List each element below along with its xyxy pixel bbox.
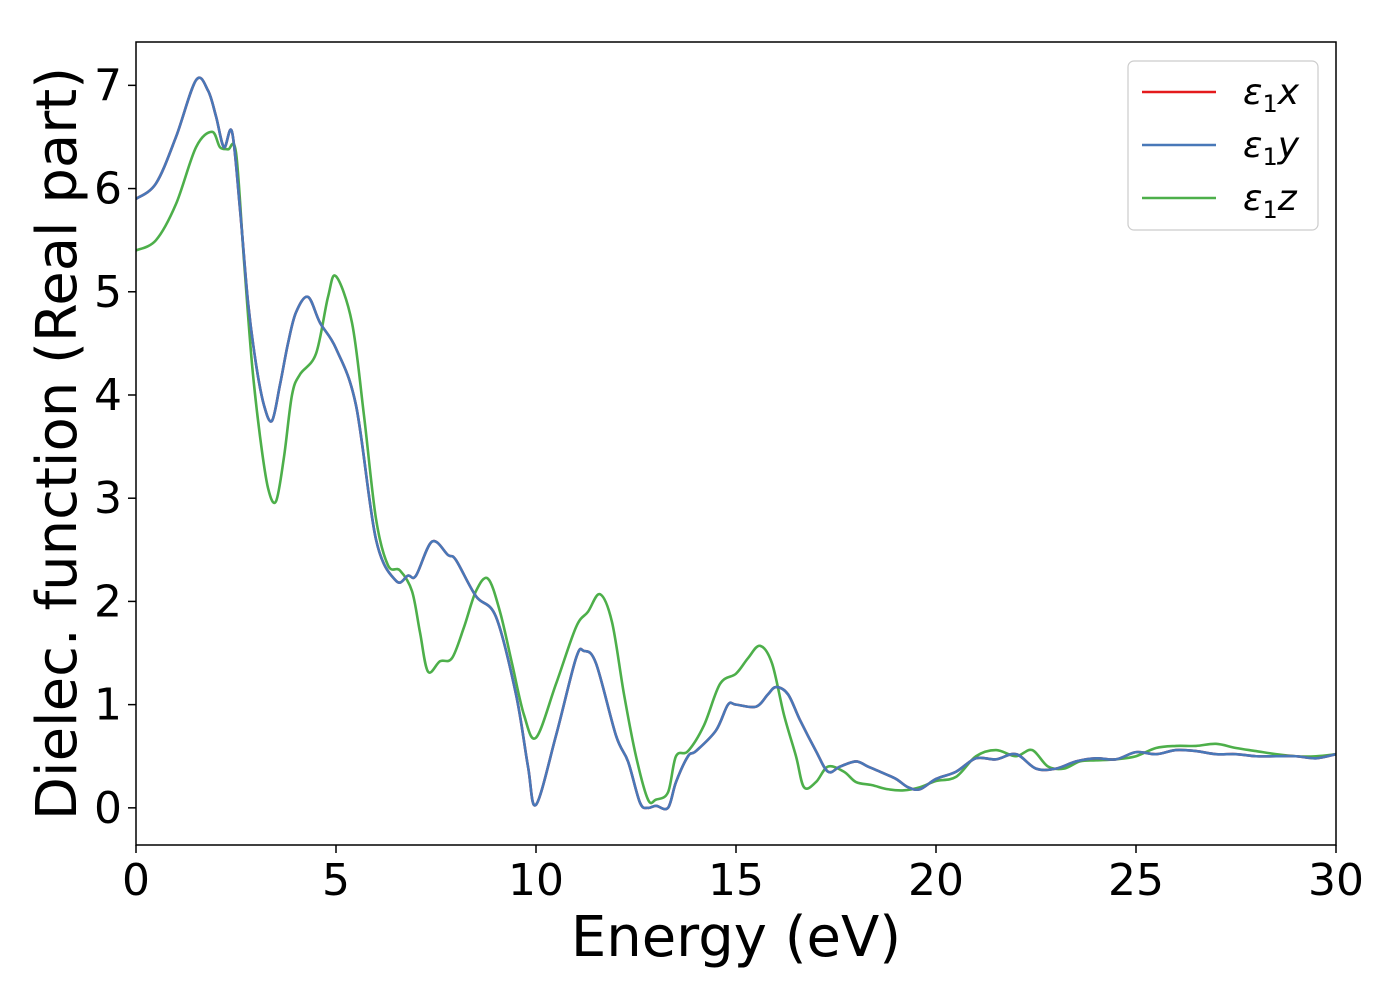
x-axis: 0 5 10 15 20 25 30	[122, 845, 1364, 906]
legend-label-eps1x: ε1x	[1243, 72, 1300, 118]
y-tick-label: 6	[94, 164, 122, 215]
x-axis-label: Energy (eV)	[571, 905, 901, 970]
y-tick-label: 0	[94, 783, 122, 834]
legend-label-eps1y: ε1y	[1243, 125, 1300, 171]
y-axis: 0 1 2 3 4 5 6 7	[94, 60, 136, 834]
y-tick-label: 1	[94, 680, 122, 731]
legend-label-eps1z: ε1z	[1243, 178, 1298, 224]
x-tick-label: 10	[508, 855, 564, 906]
y-tick-label: 7	[94, 60, 122, 111]
x-tick-label: 0	[122, 855, 150, 906]
x-tick-label: 20	[908, 855, 964, 906]
x-tick-label: 5	[322, 855, 350, 906]
y-tick-label: 4	[94, 370, 122, 421]
legend-box	[1127, 60, 1319, 231]
y-tick-label: 5	[94, 267, 122, 318]
y-axis-label: Dielec. function (Real part)	[25, 67, 90, 820]
series-line-eps1y	[136, 76, 1336, 811]
series-layer	[136, 76, 1336, 811]
y-tick-label: 3	[94, 473, 122, 524]
x-tick-label: 30	[1308, 855, 1364, 906]
x-tick-label: 25	[1108, 855, 1164, 906]
x-tick-label: 15	[708, 855, 764, 906]
legend: ε1x ε1y ε1z	[1127, 60, 1319, 231]
y-tick-label: 2	[94, 576, 122, 627]
